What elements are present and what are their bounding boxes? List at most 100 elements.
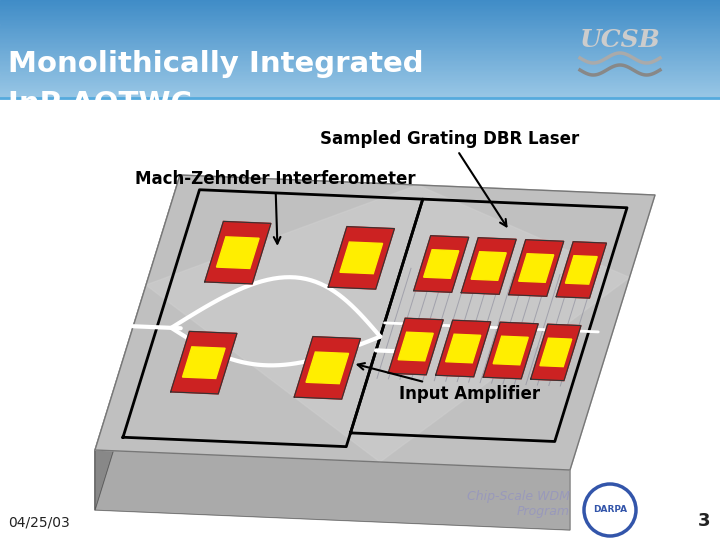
Polygon shape bbox=[446, 334, 481, 363]
Text: DARPA: DARPA bbox=[593, 505, 627, 515]
Bar bbox=[0, 32, 720, 33]
Bar bbox=[0, 48, 720, 49]
Bar bbox=[0, 6, 720, 8]
Polygon shape bbox=[146, 185, 629, 462]
Bar bbox=[0, 70, 720, 71]
Bar bbox=[0, 85, 720, 86]
Polygon shape bbox=[483, 322, 538, 379]
Bar bbox=[0, 98, 720, 540]
Bar bbox=[0, 88, 720, 90]
Polygon shape bbox=[204, 221, 271, 284]
Bar bbox=[0, 43, 720, 44]
Text: Chip-Scale WDM
Program: Chip-Scale WDM Program bbox=[467, 490, 570, 518]
Bar bbox=[0, 51, 720, 53]
Polygon shape bbox=[171, 332, 237, 394]
Polygon shape bbox=[471, 252, 506, 280]
Bar bbox=[0, 44, 720, 45]
Bar bbox=[0, 97, 720, 98]
Polygon shape bbox=[414, 235, 469, 292]
Bar bbox=[0, 11, 720, 12]
Text: Monolithically Integrated: Monolithically Integrated bbox=[8, 50, 423, 78]
Polygon shape bbox=[557, 242, 606, 298]
Polygon shape bbox=[95, 450, 570, 530]
Bar bbox=[0, 18, 720, 19]
Polygon shape bbox=[217, 237, 259, 268]
Bar bbox=[0, 21, 720, 22]
Text: InP AOTWC: InP AOTWC bbox=[8, 90, 192, 118]
Polygon shape bbox=[398, 332, 433, 361]
Bar bbox=[0, 58, 720, 59]
Polygon shape bbox=[531, 324, 581, 381]
Bar bbox=[0, 23, 720, 24]
Bar bbox=[0, 4, 720, 5]
Bar bbox=[0, 63, 720, 64]
Bar bbox=[0, 8, 720, 9]
Text: UCSB: UCSB bbox=[580, 28, 660, 52]
Bar bbox=[0, 66, 720, 68]
Bar bbox=[0, 82, 720, 83]
Bar bbox=[0, 42, 720, 43]
Polygon shape bbox=[540, 338, 572, 367]
Bar bbox=[0, 61, 720, 63]
Bar bbox=[0, 27, 720, 28]
Bar bbox=[0, 5, 720, 6]
Bar bbox=[0, 93, 720, 94]
Polygon shape bbox=[182, 347, 225, 379]
Polygon shape bbox=[565, 255, 597, 284]
Bar bbox=[0, 79, 720, 81]
Polygon shape bbox=[493, 336, 528, 365]
Text: Mach-Zehnder Interferometer: Mach-Zehnder Interferometer bbox=[135, 170, 415, 244]
Bar bbox=[0, 76, 720, 77]
Polygon shape bbox=[328, 227, 395, 289]
Bar bbox=[0, 17, 720, 18]
Bar bbox=[0, 28, 720, 29]
Bar bbox=[0, 49, 720, 50]
Bar bbox=[0, 22, 720, 23]
Bar bbox=[0, 94, 720, 96]
Bar bbox=[0, 19, 720, 21]
Bar bbox=[0, 78, 720, 79]
Bar bbox=[0, 75, 720, 76]
Bar bbox=[0, 83, 720, 85]
Polygon shape bbox=[518, 254, 554, 282]
Bar bbox=[0, 54, 720, 55]
Bar bbox=[0, 60, 720, 61]
Bar bbox=[0, 39, 720, 40]
Bar bbox=[0, 55, 720, 56]
Text: Sampled Grating DBR Laser: Sampled Grating DBR Laser bbox=[320, 130, 580, 226]
Polygon shape bbox=[294, 336, 361, 399]
Polygon shape bbox=[388, 318, 444, 375]
Bar bbox=[0, 69, 720, 70]
Bar bbox=[0, 10, 720, 11]
Polygon shape bbox=[423, 249, 459, 278]
Polygon shape bbox=[95, 175, 655, 470]
Bar bbox=[0, 26, 720, 27]
Bar bbox=[0, 29, 720, 31]
Bar bbox=[0, 73, 720, 75]
Bar bbox=[0, 37, 720, 38]
Bar bbox=[0, 53, 720, 54]
Polygon shape bbox=[436, 320, 491, 377]
Bar bbox=[0, 36, 720, 37]
Bar bbox=[0, 31, 720, 32]
Bar bbox=[0, 64, 720, 65]
Bar bbox=[0, 65, 720, 66]
Text: 3: 3 bbox=[698, 512, 710, 530]
Bar bbox=[0, 45, 720, 46]
Bar bbox=[0, 87, 720, 88]
Polygon shape bbox=[95, 175, 180, 510]
Bar bbox=[0, 3, 720, 4]
Bar bbox=[0, 46, 720, 48]
Bar bbox=[0, 92, 720, 93]
Bar bbox=[0, 12, 720, 14]
Bar bbox=[0, 9, 720, 10]
Polygon shape bbox=[509, 240, 564, 296]
Bar bbox=[0, 14, 720, 15]
Polygon shape bbox=[306, 352, 348, 384]
Bar bbox=[0, 16, 720, 17]
Bar bbox=[0, 38, 720, 39]
Bar bbox=[0, 91, 720, 92]
Bar bbox=[0, 81, 720, 82]
Bar bbox=[0, 24, 720, 26]
Bar bbox=[0, 50, 720, 51]
